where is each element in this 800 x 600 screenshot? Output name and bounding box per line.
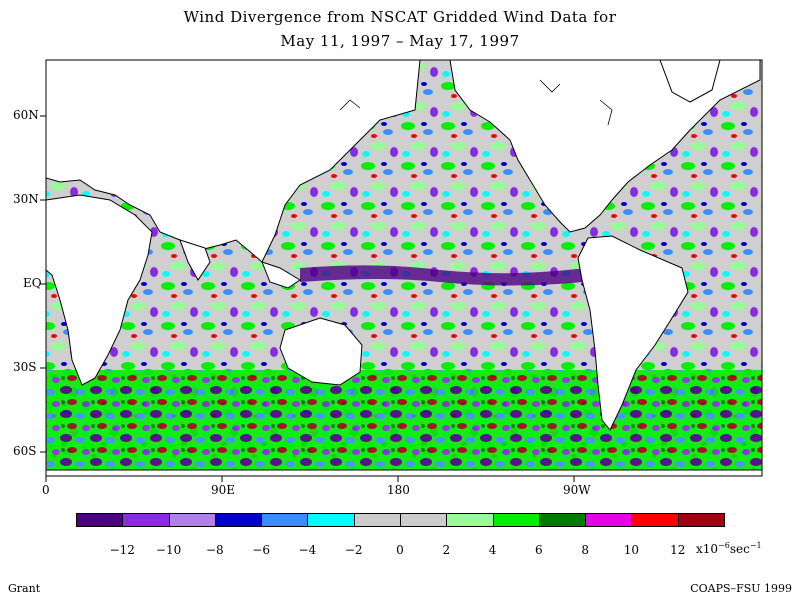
colorbar-swatch <box>400 513 448 527</box>
colorbar-swatch <box>261 513 309 527</box>
footer-credit: COAPS–FSU 1999 <box>690 582 792 595</box>
lon-label-0: 0 <box>42 483 50 497</box>
colorbar-swatch <box>76 513 124 527</box>
lat-label-60s: 60S <box>13 444 37 458</box>
colorbar-tick-label: −6 <box>252 543 270 557</box>
colorbar-tick-label: −2 <box>344 543 363 557</box>
colorbar-tick-label: −10 <box>155 543 182 557</box>
colorbar-tick-label: −12 <box>109 543 135 557</box>
colorbar-swatch <box>631 513 679 527</box>
colorbar-swatch <box>446 513 494 527</box>
lat-label-eq: EQ <box>23 276 42 290</box>
colorbar-swatch <box>214 513 263 527</box>
colorbar-tick-label: 8 <box>581 543 589 557</box>
colorbar-tick-label: 2 <box>442 543 451 557</box>
lat-label-30s: 30S <box>13 360 37 374</box>
lon-label-180: 180 <box>387 483 410 497</box>
colorbar-swatch <box>353 513 401 527</box>
colorbar-swatch <box>492 513 540 527</box>
colorbar-tick-label: 6 <box>535 543 543 557</box>
map-title-line2: May 11, 1997 – May 17, 1997 <box>280 32 520 50</box>
colorbar-tick-label: 4 <box>488 543 497 557</box>
colorbar-tick-label: 10 <box>623 543 640 557</box>
footer-author: Grant <box>8 582 41 595</box>
colorbar-unit: x10−6sec−1 <box>696 541 762 556</box>
lon-label-90e: 90E <box>211 483 236 497</box>
lat-label-30n: 30N <box>13 192 39 206</box>
colorbar-swatch <box>677 513 725 527</box>
colorbar-swatch <box>585 513 633 527</box>
colorbar-swatch <box>168 513 216 527</box>
colorbar-tick-label: 12 <box>670 543 686 557</box>
colorbar-swatch <box>538 513 587 527</box>
colorbar-tick-label: 0 <box>396 543 404 557</box>
colorbar-swatch <box>307 513 355 527</box>
map-title-line1: Wind Divergence from NSCAT Gridded Wind … <box>183 8 617 26</box>
colorbar-tick-label: −8 <box>205 543 224 557</box>
lat-label-60n: 60N <box>13 108 39 122</box>
colorbar-swatch <box>122 513 170 527</box>
lon-label-90w: 90W <box>563 483 591 497</box>
colorbar-tick-label: −4 <box>298 543 317 557</box>
